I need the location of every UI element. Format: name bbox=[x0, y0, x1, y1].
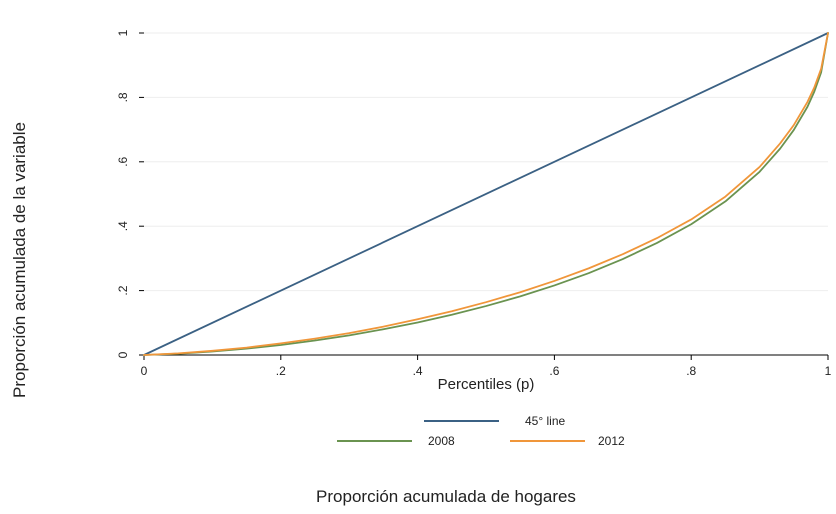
y-tick-label-2: .4 bbox=[116, 221, 130, 231]
y-tick-label-0: 0 bbox=[116, 351, 130, 358]
x-tick-label-4: .8 bbox=[686, 364, 696, 378]
legend: 45° line 2008 2012 bbox=[337, 414, 625, 448]
series-line-2012 bbox=[143, 32, 829, 356]
y-tick-label-4: .8 bbox=[116, 92, 130, 102]
x-axis-label: Percentiles (p) bbox=[438, 376, 535, 393]
series-line-45-line bbox=[143, 32, 829, 356]
x-tick-label-0: 0 bbox=[141, 364, 148, 378]
legend-label-2008: 2008 bbox=[428, 434, 455, 448]
y-tick-label-3: .6 bbox=[116, 156, 130, 166]
y-axis-label: Proporción acumulada de la variable bbox=[10, 122, 29, 398]
chart-caption: Proporción acumulada de hogares bbox=[316, 487, 576, 506]
x-tick-label-3: .6 bbox=[549, 364, 559, 378]
x-tick-label-2: .4 bbox=[413, 364, 423, 378]
series-line-2008 bbox=[143, 32, 829, 356]
legend-label-45-line: 45° line bbox=[525, 414, 565, 428]
y-tick-label-5: 1 bbox=[116, 29, 130, 36]
legend-label-2012: 2012 bbox=[598, 434, 625, 448]
tick-marks: 0 .2 .4 .6 .8 1 0 .2 .4 .6 .8 1 bbox=[116, 29, 832, 378]
x-tick-label-1: .2 bbox=[276, 364, 286, 378]
grid-lines bbox=[144, 32, 828, 292]
series-lines bbox=[143, 32, 829, 356]
y-tick-label-1: .2 bbox=[116, 285, 130, 295]
x-tick-label-5: 1 bbox=[825, 364, 832, 378]
